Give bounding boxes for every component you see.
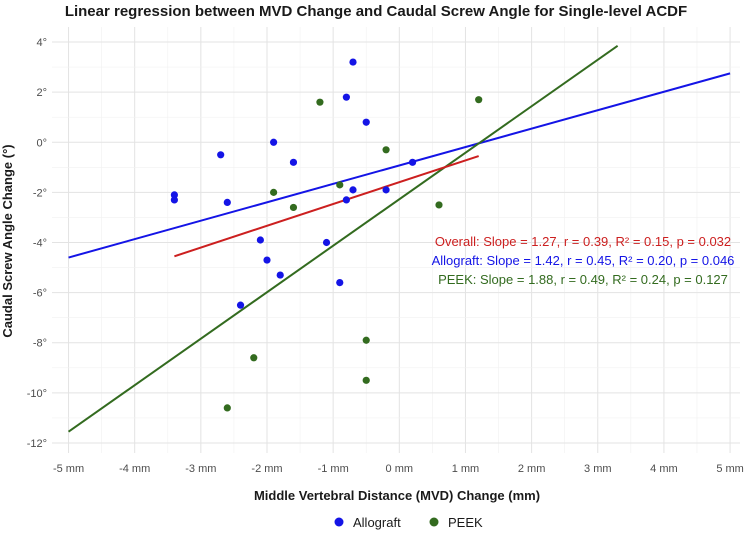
- peek-point: [435, 201, 443, 209]
- chart-title: Linear regression between MVD Change and…: [65, 3, 687, 20]
- grid: [52, 27, 740, 453]
- y-tick-labels: -12° -10° -8° -6° -4° -2° 0° 2° 4°: [27, 37, 47, 450]
- x-tick-label: -1 mm: [318, 463, 349, 475]
- peek-point: [382, 146, 390, 154]
- x-tick-label: 3 mm: [584, 463, 612, 475]
- y-tick-label: 0°: [36, 137, 47, 149]
- legend-allograft-label: Allograft: [353, 515, 401, 530]
- y-tick-label: 2°: [36, 87, 47, 99]
- allograft-point: [322, 238, 331, 247]
- peek-point: [362, 376, 370, 384]
- allograft-point: [362, 118, 370, 126]
- peek-point: [270, 188, 278, 196]
- x-tick-label: 4 mm: [650, 463, 678, 475]
- peek-regression-line: [67, 44, 619, 433]
- legend: Allograft PEEK: [334, 515, 483, 530]
- allograft-point: [276, 271, 284, 279]
- x-axis-title: Middle Vertebral Distance (MVD) Change (…: [254, 488, 540, 503]
- allograft-point: [256, 236, 264, 244]
- allograft-point: [349, 58, 357, 66]
- scatter-points: [170, 58, 483, 412]
- peek-point: [316, 98, 324, 106]
- x-tick-label: -3 mm: [185, 463, 216, 475]
- y-axis-title: Caudal Screw Angle Change (°): [0, 144, 15, 337]
- allograft-point: [336, 279, 344, 287]
- y-tick-label: -2°: [33, 187, 47, 199]
- allograft-point: [263, 256, 271, 264]
- regression-lines: [67, 44, 731, 433]
- y-tick-label: -6°: [33, 288, 47, 300]
- x-tick-label: -2 mm: [251, 463, 282, 475]
- x-tick-label: -5 mm: [53, 463, 84, 475]
- peek-point: [475, 96, 483, 104]
- x-tick-label: 2 mm: [518, 463, 546, 475]
- peek-point: [223, 404, 231, 412]
- x-tick-label: 0 mm: [386, 463, 414, 475]
- y-tick-label: -10°: [27, 388, 47, 400]
- legend-peek-marker: [429, 517, 439, 527]
- allograft-stats-annotation: Allograft: Slope = 1.42, r = 0.45, R² = …: [432, 253, 735, 268]
- peek-stats-annotation: PEEK: Slope = 1.88, r = 0.49, R² = 0.24,…: [438, 272, 728, 287]
- x-tick-label: -4 mm: [119, 463, 150, 475]
- peek-point: [362, 336, 370, 344]
- y-tick-label: -4°: [33, 238, 47, 250]
- allograft-point: [289, 158, 298, 166]
- allograft-point: [236, 301, 245, 309]
- allograft-regression-line: [68, 72, 731, 259]
- allograft-point: [408, 158, 417, 166]
- y-tick-label: -8°: [33, 338, 47, 350]
- legend-allograft-marker: [334, 517, 344, 527]
- x-tick-label: 1 mm: [452, 463, 480, 475]
- y-tick-label: -12°: [27, 438, 47, 450]
- allograft-point: [342, 93, 350, 101]
- peek-point: [289, 203, 298, 212]
- allograft-point: [170, 196, 178, 204]
- allograft-point: [170, 191, 178, 199]
- allograft-point: [270, 138, 278, 146]
- stats-annotations: Overall: Slope = 1.27, r = 0.39, R² = 0.…: [432, 234, 735, 287]
- allograft-point: [342, 196, 350, 204]
- y-tick-label: 4°: [36, 37, 47, 49]
- x-tick-label: 5 mm: [716, 463, 744, 475]
- peek-point: [250, 354, 258, 362]
- legend-peek-label: PEEK: [448, 515, 483, 530]
- x-tick-labels: -5 mm -4 mm -3 mm -2 mm -1 mm 0 mm 1 mm 2 mm 3 m…: [53, 463, 744, 475]
- peek-point: [336, 181, 344, 189]
- allograft-point: [349, 186, 357, 194]
- overall-stats-annotation: Overall: Slope = 1.27, r = 0.39, R² = 0.…: [435, 234, 731, 249]
- allograft-point: [223, 198, 231, 207]
- allograft-point: [382, 186, 390, 194]
- overall-regression-line: [174, 155, 480, 258]
- allograft-point: [217, 151, 225, 159]
